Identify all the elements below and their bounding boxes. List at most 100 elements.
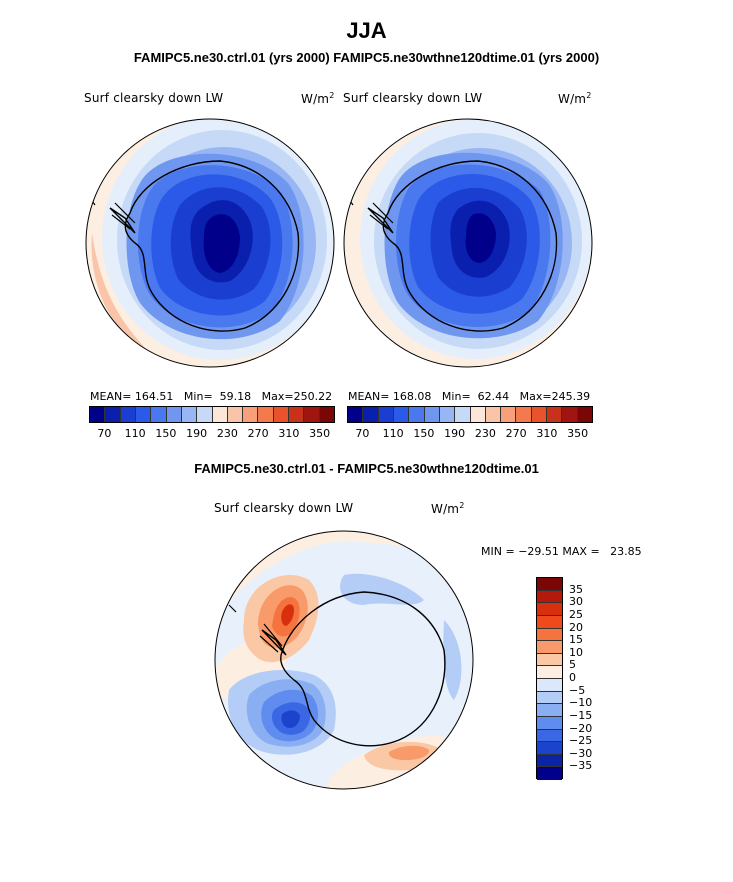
colorbar-swatch (537, 578, 562, 591)
colorbar-swatch (348, 407, 364, 422)
colorbar-tick-label: 5 (569, 658, 576, 672)
colorbar-swatch (537, 704, 562, 717)
panel2-stats: MEAN= 168.08 Min= 62.44 Max=245.39 (348, 390, 591, 403)
colorbar-swatch (485, 407, 502, 422)
colorbar-swatch (470, 407, 486, 422)
colorbar-swatch (363, 407, 379, 422)
colorbar-swatch (378, 407, 394, 422)
colorbar-tick-label: 270 (247, 427, 269, 440)
map-diff (214, 530, 474, 790)
colorbar-tick-label: 35 (569, 582, 583, 596)
colorbar-swatch (537, 603, 562, 616)
colorbar-swatch (273, 407, 290, 422)
colorbar-swatch (90, 407, 106, 422)
colorbar-tick-label: 25 (569, 607, 583, 621)
colorbar-swatch (562, 407, 578, 422)
panel1-mean: 164.51 (134, 390, 174, 403)
colorbar-swatch (537, 653, 562, 667)
colorbar-tick-label: 310 (536, 427, 558, 440)
colorbar-swatch (577, 407, 592, 422)
colorbar-tick-label: 230 (474, 427, 496, 440)
panel2-mean: 168.08 (392, 390, 432, 403)
colorbar-swatch (151, 407, 167, 422)
colorbar-swatch (166, 407, 182, 422)
diff-units-label: W/m2 (431, 501, 465, 516)
colorbar-swatch (135, 407, 152, 422)
colorbar-tick-label: 190 (186, 427, 208, 440)
colorbar-tick-label: 350 (309, 427, 331, 440)
colorbar-tick-label: 20 (569, 620, 583, 634)
colorbar-tick-label: 270 (505, 427, 527, 440)
colorbar-swatch (197, 407, 213, 422)
colorbar-swatch (393, 407, 410, 422)
colorbar-tick-label: 70 (355, 427, 370, 440)
colorbar-exp (347, 406, 593, 423)
colorbar-swatch (537, 615, 562, 629)
diff-max: 23.85 (610, 545, 642, 558)
colorbar-swatch (304, 407, 320, 422)
colorbar-swatch (537, 628, 562, 642)
colorbar-swatch (455, 407, 471, 422)
colorbar-swatch (243, 407, 259, 422)
colorbar-tick-label: 10 (569, 645, 583, 659)
diff-min: −29.51 (518, 545, 559, 558)
diff-stats: MIN = −29.51 MAX = 23.85 (481, 545, 642, 558)
colorbar-exp-ticks: 70 110 150 190 230 270 310 350 (347, 427, 593, 441)
colorbar-swatch (537, 716, 562, 730)
colorbar-swatch (319, 407, 334, 422)
colorbar-swatch (212, 407, 228, 422)
colorbar-tick-label: 150 (413, 427, 435, 440)
colorbar-swatch (547, 407, 563, 422)
colorbar-swatch (258, 407, 274, 422)
panel1-variable-label: Surf clearsky down LW (84, 91, 224, 105)
colorbar-tick-label: 30 (569, 595, 583, 609)
panel1-max: 250.22 (293, 390, 333, 403)
colorbar-tick-label: 230 (216, 427, 238, 440)
colorbar-tick-label: 110 (382, 427, 404, 440)
colorbar-tick-label: −20 (569, 721, 593, 735)
colorbar-swatch (537, 679, 562, 692)
colorbar-tick-label: 190 (444, 427, 466, 440)
panel1-min: 59.18 (219, 390, 252, 403)
colorbar-swatch (537, 590, 562, 604)
colorbar-tick-label: −35 (569, 759, 593, 773)
panel2-max: 245.39 (551, 390, 591, 403)
colorbar-swatch (439, 407, 456, 422)
colorbar-swatch (537, 767, 562, 780)
colorbar-diff-ticks: 35 30 25 20 15 10 5 0 −5 −10 −15 −20 −25 −30 −35 (569, 577, 609, 779)
colorbar-swatch (409, 407, 425, 422)
colorbar-tick-label: 15 (569, 633, 583, 647)
colorbar-swatch (537, 729, 562, 743)
diff-title: FAMIPC5.ne30.ctrl.01 - FAMIPC5.ne30wthne… (194, 461, 539, 476)
panel2-min: 62.44 (477, 390, 510, 403)
colorbar-swatch (537, 742, 562, 755)
colorbar-tick-label: −25 (569, 734, 593, 748)
colorbar-tick-label: 70 (97, 427, 112, 440)
colorbar-ctrl (89, 406, 335, 423)
colorbar-tick-label: −15 (569, 708, 593, 722)
colorbar-swatch (424, 407, 440, 422)
colorbar-swatch (516, 407, 532, 422)
panel1-stats: MEAN= 164.51 Min= 59.18 Max=250.22 (90, 390, 333, 403)
colorbar-swatch (537, 754, 562, 768)
colorbar-tick-label: 110 (124, 427, 146, 440)
map-exp (343, 118, 593, 368)
colorbar-tick-label: 0 (569, 671, 576, 684)
colorbar-diff (536, 577, 563, 780)
colorbar-swatch (227, 407, 244, 422)
colorbar-tick-label: −10 (569, 696, 593, 710)
colorbar-swatch (501, 407, 517, 422)
colorbar-tick-label: 150 (155, 427, 177, 440)
diff-variable-label: Surf clearsky down LW (214, 501, 354, 515)
colorbar-swatch (537, 666, 562, 679)
colorbar-tick-label: 310 (278, 427, 300, 440)
colorbar-swatch (105, 407, 121, 422)
colorbar-swatch (537, 691, 562, 705)
colorbar-swatch (181, 407, 198, 422)
colorbar-ctrl-ticks: 70 110 150 190 230 270 310 350 (89, 427, 335, 441)
panel2-variable-label: Surf clearsky down LW (343, 91, 483, 105)
colorbar-tick-label: 350 (567, 427, 589, 440)
figure-season-title: JJA (346, 18, 387, 43)
colorbar-swatch (537, 641, 562, 654)
colorbar-swatch (120, 407, 136, 422)
